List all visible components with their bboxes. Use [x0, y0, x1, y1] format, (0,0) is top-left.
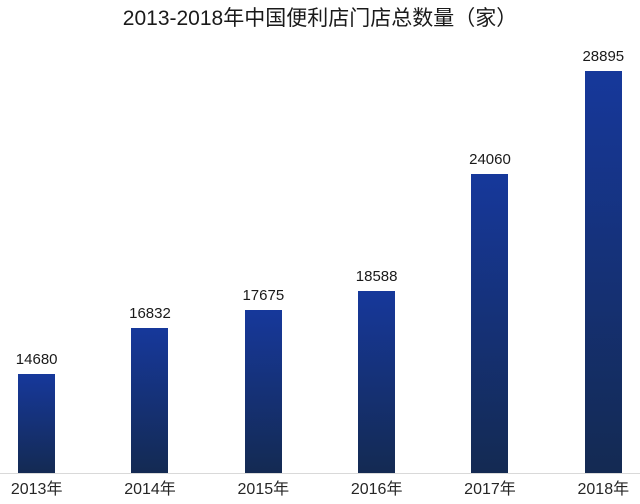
x-tick-label: 2013年: [10, 481, 63, 498]
plot-area: 14680 16832 17675 18588 24060 28895: [0, 34, 640, 474]
value-label: 16832: [129, 305, 171, 322]
bar-column: 17675: [207, 287, 320, 474]
bar-column: 18588: [320, 268, 433, 474]
value-label: 28895: [582, 48, 625, 65]
bar: [131, 328, 169, 474]
x-tick-label: 2018年: [577, 481, 630, 498]
chart-title: 2013-2018年中国便利店门店总数量（家）: [122, 7, 518, 30]
bar: [244, 310, 282, 474]
value-label: 17675: [242, 287, 285, 304]
x-axis-line: [0, 473, 640, 474]
bar: [584, 71, 622, 474]
x-tick-label: 2017年: [464, 481, 516, 498]
bar: [18, 374, 56, 474]
value-label: 24060: [469, 151, 511, 168]
x-tick-label: 2014年: [124, 481, 176, 498]
bar-column: 16832: [93, 305, 206, 474]
bar-column: 28895: [547, 48, 640, 474]
bar: [358, 291, 396, 474]
x-tick-label: 2016年: [350, 481, 403, 498]
value-label: 14680: [15, 351, 58, 368]
bar-column: 14680: [0, 351, 93, 474]
bar: [471, 174, 509, 474]
value-label: 18588: [355, 268, 398, 285]
bar-column: 24060: [433, 151, 546, 474]
x-tick-label: 2015年: [237, 481, 290, 498]
x-axis-labels: 2013年 2014年 2015年 2016年 2017年 2018年: [0, 480, 640, 499]
